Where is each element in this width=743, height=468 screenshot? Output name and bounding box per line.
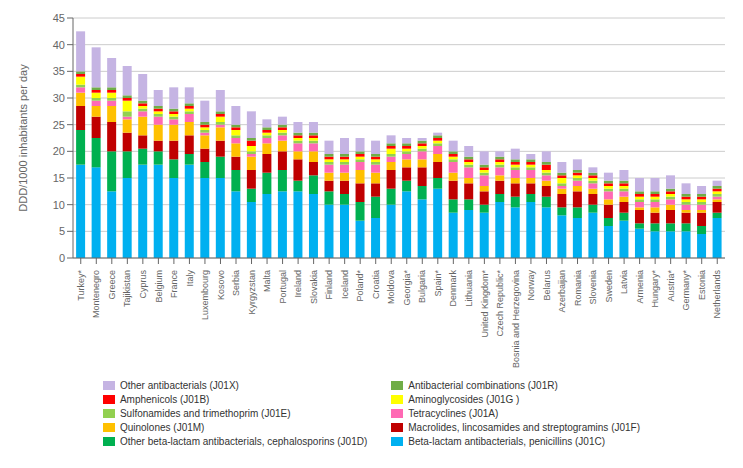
svg-text:Croatia: Croatia bbox=[371, 270, 381, 299]
svg-text:Norway: Norway bbox=[526, 270, 536, 301]
svg-text:5: 5 bbox=[59, 225, 65, 237]
svg-text:Austria*: Austria* bbox=[666, 270, 676, 302]
svg-text:Georgia*: Georgia* bbox=[402, 270, 412, 306]
html-text:Tetracyclines (J01A): Tetracyclines (J01A) bbox=[408, 408, 499, 419]
html-text:Antibacterial combinations (J0: Antibacterial combinations (J01R) bbox=[408, 380, 558, 391]
html-text:Amphenicols (J01B): Amphenicols (J01B) bbox=[119, 394, 210, 405]
svg-text:Armenia: Armenia bbox=[635, 270, 645, 304]
html-text:Other beta-lactam antibacteria: Other beta-lactam antibacterials, cephal… bbox=[119, 436, 368, 447]
svg-text:Moldova: Moldova bbox=[386, 270, 396, 304]
svg-text:Greece: Greece bbox=[107, 270, 117, 300]
svg-text:Luxembourg: Luxembourg bbox=[200, 270, 210, 320]
html-text:Other antibacterials (J01X): Other antibacterials (J01X) bbox=[119, 380, 239, 391]
svg-text:Serbia: Serbia bbox=[231, 270, 241, 296]
svg-text:Poland*: Poland* bbox=[355, 270, 365, 302]
svg-text:Belarus: Belarus bbox=[542, 270, 552, 301]
svg-text:20: 20 bbox=[53, 145, 65, 157]
svg-text:Spain*: Spain* bbox=[433, 270, 443, 297]
svg-text:Finland: Finland bbox=[324, 270, 334, 300]
html-text:Sulfonamides and trimethoprim: Sulfonamides and trimethoprim (J01E) bbox=[119, 408, 291, 419]
svg-text:Iceland: Iceland bbox=[340, 270, 350, 299]
svg-text:Slovakia: Slovakia bbox=[309, 270, 319, 304]
svg-text:Sweden: Sweden bbox=[604, 270, 614, 303]
svg-text:Montenegro: Montenegro bbox=[91, 270, 101, 318]
svg-text:Azerbaijan: Azerbaijan bbox=[557, 270, 567, 313]
html-text:Beta-lactam antibacterials, pe: Beta-lactam antibacterials, penicillins … bbox=[408, 436, 605, 447]
svg-text:25: 25 bbox=[53, 119, 65, 131]
svg-text:30: 30 bbox=[53, 92, 65, 104]
svg-text:10: 10 bbox=[53, 199, 65, 211]
svg-text:Czech Republic*: Czech Republic* bbox=[495, 270, 505, 337]
svg-text:Portugal: Portugal bbox=[278, 270, 288, 304]
svg-text:0: 0 bbox=[59, 252, 65, 264]
svg-text:Ireland: Ireland bbox=[293, 270, 303, 298]
svg-text:Romania: Romania bbox=[573, 270, 583, 306]
svg-text:Bulgaria: Bulgaria bbox=[417, 270, 427, 303]
svg-text:Latvia: Latvia bbox=[619, 270, 629, 294]
svg-text:Denmark: Denmark bbox=[448, 270, 458, 307]
svg-text:Estonia: Estonia bbox=[697, 270, 707, 300]
svg-text:45: 45 bbox=[53, 12, 65, 24]
svg-text:Bosnia and Herzegovina: Bosnia and Herzegovina bbox=[511, 270, 521, 368]
svg-text:Hungary*: Hungary* bbox=[650, 270, 660, 308]
svg-text:Turkey*: Turkey* bbox=[76, 270, 86, 301]
svg-text:40: 40 bbox=[53, 39, 65, 51]
svg-text:Netherlands: Netherlands bbox=[712, 270, 722, 319]
svg-text:Italy: Italy bbox=[185, 270, 195, 287]
svg-text:France: France bbox=[169, 270, 179, 298]
svg-text:Tajikistan: Tajikistan bbox=[122, 270, 132, 307]
svg-text:Kosovo: Kosovo bbox=[216, 270, 226, 300]
svg-text:Belgium: Belgium bbox=[154, 270, 164, 303]
svg-text:Cyprus: Cyprus bbox=[138, 270, 148, 299]
svg-text:15: 15 bbox=[53, 172, 65, 184]
svg-text:Malta: Malta bbox=[262, 270, 272, 292]
svg-text:United Kingdom*: United Kingdom* bbox=[480, 270, 490, 338]
html-text:Aminoglycosides (J01G ): Aminoglycosides (J01G ) bbox=[408, 394, 520, 405]
svg-text:Lithuania: Lithuania bbox=[464, 270, 474, 307]
svg-text:35: 35 bbox=[53, 65, 65, 77]
svg-text:Kyrgyzstan: Kyrgyzstan bbox=[247, 270, 257, 315]
svg-text:DDD/1000 inhabitants per day: DDD/1000 inhabitants per day bbox=[17, 64, 29, 212]
html-text:Quinolones (J01M): Quinolones (J01M) bbox=[119, 422, 205, 433]
html-text:Macrolides, lincosamides and s: Macrolides, lincosamides and streptogram… bbox=[408, 422, 640, 433]
svg-text:Slovenia: Slovenia bbox=[588, 270, 598, 305]
svg-text:Germany*: Germany* bbox=[681, 270, 691, 311]
